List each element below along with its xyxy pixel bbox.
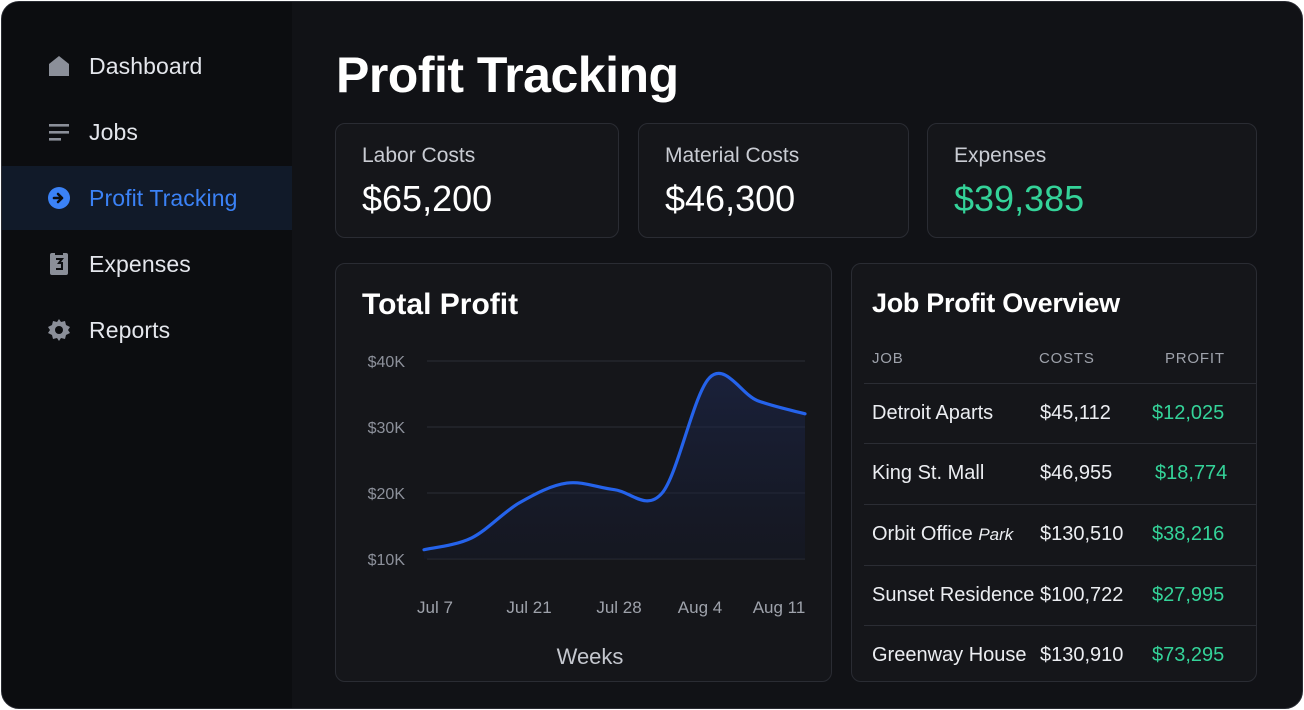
table-row[interactable]: King St. Mall $46,955 $18,774 [864,443,1256,503]
stat-card-material: Material Costs $46,300 [638,123,909,238]
job-profit: $38,216 [1152,523,1225,545]
job-profit: $27,995 [1152,584,1225,606]
sidebar: Dashboard Jobs Profit Tracking Expenses … [2,2,292,708]
job-costs: $46,955 [1040,462,1113,484]
sidebar-item-dashboard[interactable]: Dashboard [2,34,292,98]
sidebar-item-profit-tracking[interactable]: Profit Tracking [2,166,292,230]
table-row[interactable]: Detroit Aparts $45,112 $12,025 [864,383,1256,443]
job-profit-overview-card: Job Profit Overview JOB COSTS PROFIT Det… [851,263,1257,682]
stat-label: Expenses [954,144,1047,167]
job-name: Detroit Aparts [872,402,994,424]
job-profit: $12,025 [1152,402,1225,424]
x-tick-label: Aug 4 [678,598,722,617]
arrow-circle-icon [46,185,72,211]
job-name: Orbit Office Park [872,523,1014,545]
job-name-suffix: Park [978,525,1014,544]
stat-label: Material Costs [665,144,800,167]
job-costs: $45,112 [1040,402,1111,424]
sidebar-item-label: Jobs [89,118,138,145]
job-name: Sunset Residence [872,584,1035,606]
stat-value: $39,385 [954,178,1085,219]
stat-card-expenses: Expenses $39,385 [927,123,1257,238]
y-tick-label: $20K [368,486,406,503]
job-profit: $18,774 [1155,462,1228,484]
chart-title: Total Profit [362,288,519,321]
stat-value: $46,300 [665,178,796,219]
job-profit: $73,295 [1152,644,1225,666]
list-icon [46,119,72,145]
y-tick-label: $10K [368,552,406,569]
sidebar-item-label: Expenses [89,250,191,277]
stat-card-labor: Labor Costs $65,200 [335,123,619,238]
table-row[interactable]: Sunset Residence $100,722 $27,995 [864,565,1256,625]
x-axis-title: Weeks [557,644,624,669]
page-title: Profit Tracking [336,47,679,103]
y-tick-label: $40K [368,354,406,371]
total-profit-card: Total Profit $40K $30K $20K $10K Jul 7 Jul 2… [335,263,832,682]
sidebar-item-reports[interactable]: Reports [2,298,292,362]
job-costs: $130,910 [1040,644,1124,666]
column-header-costs: COSTS [1039,350,1095,367]
column-header-job: JOB [872,350,904,367]
x-tick-label: Jul 7 [417,598,453,617]
column-header-profit: PROFIT [1165,350,1225,367]
job-name: Greenway House [872,644,1027,666]
y-tick-label: $30K [368,420,406,437]
sidebar-item-label: Dashboard [89,52,203,79]
stat-value: $65,200 [362,178,493,219]
job-name: King St. Mall [872,462,985,484]
gear-icon [46,317,72,343]
x-tick-label: Aug 11 [753,598,806,617]
sidebar-item-expenses[interactable]: Expenses [2,232,292,296]
table-row[interactable]: Orbit Office Park $130,510 $38,216 [864,504,1256,564]
table-row[interactable]: Greenway House $130,910 $73,295 [864,625,1256,685]
job-costs: $100,722 [1040,584,1124,606]
sidebar-item-label: Reports [89,316,171,343]
job-costs: $130,510 [1040,523,1124,545]
stat-label: Labor Costs [362,144,476,167]
profit-line-chart: $40K $30K $20K $10K Jul 7 Jul 21 Jul 28 Aug 4 A… [368,354,807,669]
sidebar-item-label: Profit Tracking [89,184,238,211]
receipt-icon [46,251,72,277]
x-tick-label: Jul 21 [506,598,551,617]
sidebar-item-jobs[interactable]: Jobs [2,100,292,164]
home-icon [46,53,72,79]
profit-line [422,371,807,552]
table-title: Job Profit Overview [872,288,1120,318]
x-tick-label: Jul 28 [596,598,641,617]
profit-area [424,373,805,559]
